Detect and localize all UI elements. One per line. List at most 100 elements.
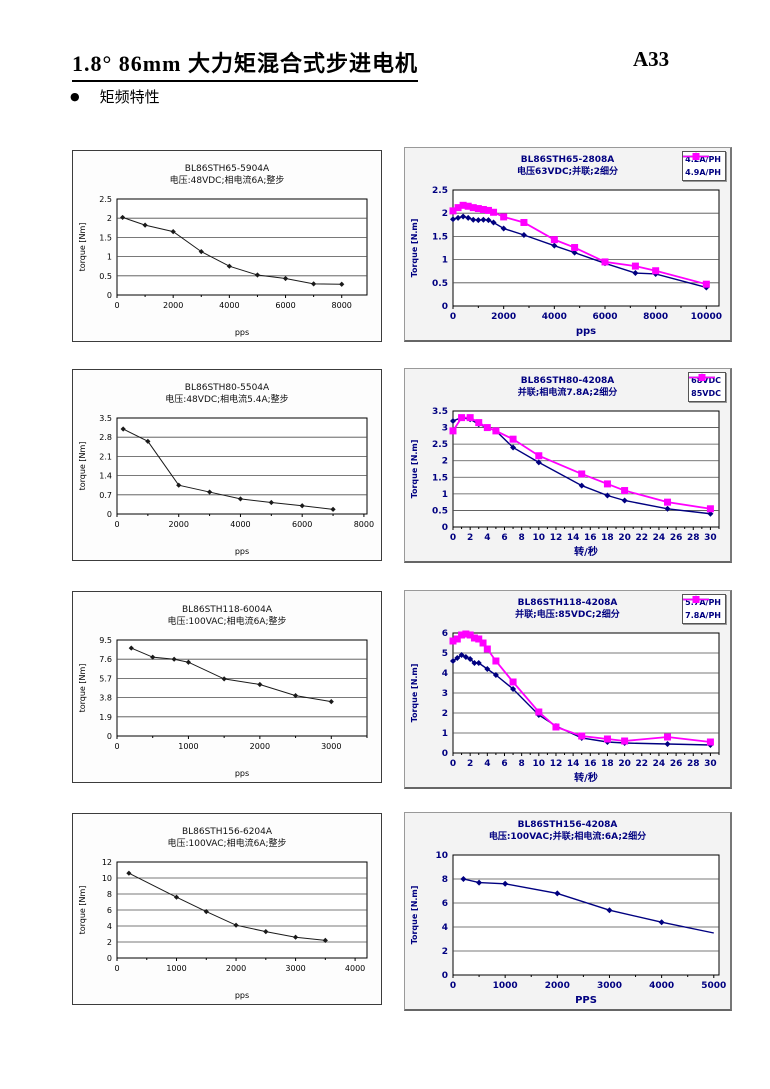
- legend-marker-icon: [683, 153, 710, 160]
- square-marker: [484, 206, 492, 214]
- legend-label: 7.8A/PH: [685, 611, 721, 620]
- y-tick-label: 0.5: [99, 272, 112, 281]
- diamond-marker: [311, 281, 317, 287]
- diamond-marker: [173, 894, 180, 900]
- series-7.8A/PH: [449, 630, 714, 746]
- plot-area: [116, 639, 368, 737]
- x-tick-label: 30: [704, 759, 717, 769]
- x-axis-label: pps: [235, 991, 249, 1000]
- x-tick-label: 2000: [250, 742, 270, 751]
- square-marker: [479, 639, 487, 647]
- y-tick-label: 1: [442, 256, 448, 266]
- diamond-marker: [198, 249, 204, 255]
- diamond-marker: [492, 672, 499, 678]
- y-tick-label: 2: [107, 214, 112, 223]
- x-tick-label: 22: [636, 759, 649, 769]
- x-tick-label: 4000: [542, 312, 567, 322]
- diamond-marker: [120, 214, 126, 221]
- y-tick-label: 2.5: [432, 186, 448, 196]
- square-marker: [631, 262, 639, 270]
- chart-bl86sth80-5504a: BL86STH80-5504A 电压:48VDC;相电流5.4A;整步 0 0.7…: [72, 369, 382, 561]
- square-marker: [449, 427, 457, 435]
- y-tick-label: 2: [107, 938, 112, 947]
- y-tick-label: 7.6: [99, 655, 112, 664]
- chart-subtitle: 并联;相电流7.8A;2细分: [517, 388, 618, 398]
- y-tick-label: 10: [435, 851, 448, 861]
- legend: 5.7A/PH 7.8A/PH: [682, 594, 726, 624]
- legend-item: 4.9A/PH: [683, 153, 721, 179]
- chart-title: BL86STH118-4208A: [517, 598, 618, 608]
- x-tick-label: 22: [636, 533, 649, 543]
- x-tick-label: 8000: [332, 301, 352, 310]
- y-tick-label: 6: [442, 629, 448, 639]
- square-marker: [664, 733, 672, 741]
- x-tick-label: 0: [114, 520, 119, 529]
- y-tick-label: 0: [442, 971, 448, 981]
- x-tick-label: 18: [601, 759, 614, 769]
- diamond-marker: [571, 249, 578, 256]
- x-tick-label: 24: [653, 533, 666, 543]
- series-85VDC: [449, 414, 714, 513]
- x-tick-label: 8000: [643, 312, 668, 322]
- y-tick-label: 5: [442, 649, 448, 659]
- chart-subtitle: 电压:48VDC;相电流6A;整步: [169, 176, 285, 186]
- square-marker: [492, 657, 500, 665]
- square-marker: [621, 737, 629, 745]
- diamond-marker: [520, 232, 527, 239]
- x-tick-label: 1000: [493, 981, 518, 991]
- y-axis-label: Torque [N.m]: [410, 664, 419, 723]
- chart-bl86sth80-4208a: BL86STH80-4208A 并联;相电流7.8A;2细分 0 0.5 1 1.5 2…: [404, 368, 732, 563]
- y-tick-label: 0: [442, 523, 448, 533]
- legend: 68VDC 85VDC: [688, 372, 726, 402]
- y-tick-label: 8: [442, 875, 448, 885]
- x-tick-label: 3000: [285, 964, 305, 973]
- x-tick-label: 5000: [701, 981, 726, 991]
- diamond-marker: [500, 225, 507, 232]
- y-tick-label: 1: [442, 729, 448, 739]
- x-tick-label: 8: [519, 759, 525, 769]
- y-tick-label: 10: [102, 874, 112, 883]
- square-marker: [464, 202, 472, 210]
- diamond-marker: [460, 876, 467, 882]
- page-number: A33: [633, 47, 670, 71]
- x-tick-label: 2000: [163, 301, 183, 310]
- y-tick-label: 2: [442, 457, 448, 467]
- y-axis-label: Torque [N.m]: [410, 886, 419, 945]
- x-tick-label: 4000: [230, 520, 250, 529]
- y-tick-label: 3.5: [99, 414, 112, 423]
- y-axis-label: torque [Nm]: [78, 223, 87, 272]
- x-tick-label: 2: [467, 759, 473, 769]
- square-marker: [550, 236, 558, 244]
- square-marker: [509, 678, 517, 686]
- square-marker: [552, 723, 560, 731]
- y-tick-label: 2.1: [99, 452, 112, 461]
- y-axis-label: torque [Nm]: [78, 442, 87, 491]
- chart-title: BL86STH156-6204A: [181, 827, 273, 837]
- x-tick-label: 16: [584, 533, 597, 543]
- y-tick-label: 0.5: [432, 279, 448, 289]
- x-tick-label: 26: [670, 533, 683, 543]
- y-tick-label: 0: [107, 510, 112, 519]
- diamond-marker: [510, 686, 517, 692]
- y-tick-label: 2: [442, 709, 448, 719]
- series-4.2A/PH: [450, 213, 710, 291]
- y-tick-label: 0: [442, 302, 448, 312]
- x-tick-label: 1000: [166, 964, 186, 973]
- diamond-marker: [450, 658, 456, 664]
- page-title: 1.8° 86mm 大力矩混合式步进电机: [72, 46, 418, 82]
- diamond-marker: [328, 699, 334, 705]
- square-marker: [479, 205, 487, 213]
- square-marker: [469, 204, 477, 212]
- diamond-marker: [450, 417, 456, 424]
- diamond-marker: [484, 666, 491, 672]
- square-marker: [483, 645, 491, 653]
- diamond-marker: [664, 505, 671, 512]
- x-tick-label: 4000: [649, 981, 674, 991]
- x-tick-label: 2000: [226, 964, 246, 973]
- square-marker: [664, 498, 672, 506]
- x-tick-label: 10: [533, 533, 546, 543]
- x-tick-label: 3000: [321, 742, 341, 751]
- square-marker: [470, 634, 478, 642]
- x-axis-label: 转/秒: [574, 545, 598, 558]
- x-axis-label: PPS: [575, 995, 597, 1006]
